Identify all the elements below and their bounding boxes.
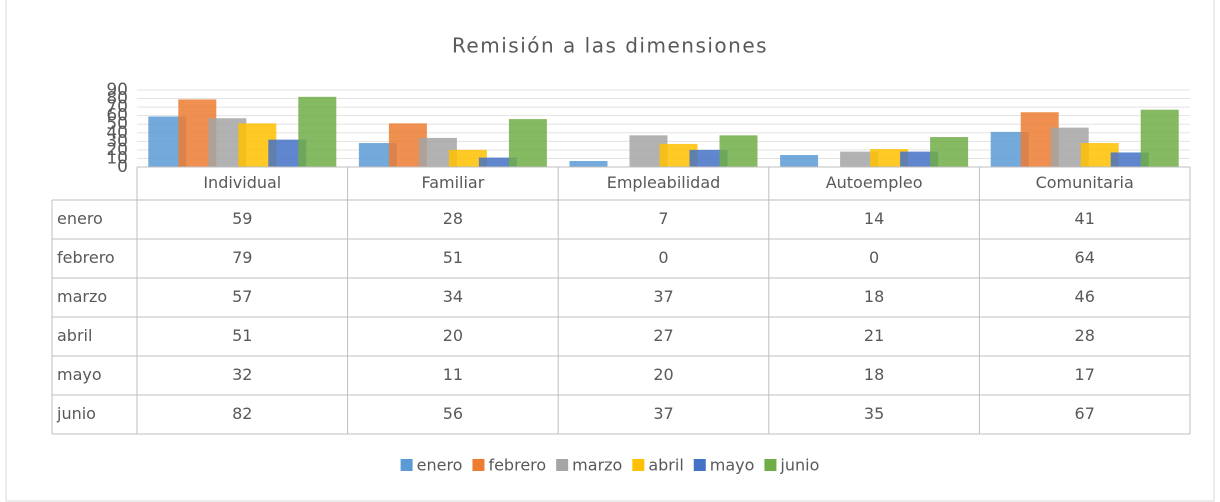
table-cell: 21 (864, 326, 884, 345)
legend-label: marzo (572, 456, 622, 475)
bar (689, 149, 728, 167)
table-cell: 56 (443, 404, 463, 423)
y-tick-label: 70 (106, 97, 128, 117)
table-cell: 64 (1075, 248, 1095, 267)
y-tick-label: 50 (106, 114, 128, 134)
table-cell: 41 (1075, 209, 1095, 228)
y-tick-label: 0 (117, 157, 128, 177)
legend-swatch (693, 459, 706, 471)
y-tick-label: 10 (106, 148, 128, 168)
y-tick-label: 30 (106, 131, 128, 151)
bar (659, 143, 698, 167)
bar (448, 149, 487, 167)
table-row-label: febrero (57, 248, 115, 267)
y-tick-label: 80 (106, 89, 128, 109)
legend-swatch (400, 459, 413, 471)
table-cell: 67 (1075, 404, 1095, 423)
y-tick-label: 20 (106, 140, 128, 160)
legend-label: enero (417, 456, 463, 475)
bar (780, 155, 819, 167)
bar (508, 119, 547, 167)
table-cell: 51 (232, 326, 252, 345)
bar (1140, 109, 1179, 167)
table-cell: 27 (653, 326, 673, 345)
bar (840, 151, 879, 167)
legend-swatch (472, 459, 485, 471)
legend-swatch (632, 459, 645, 471)
bar (719, 135, 758, 167)
table-cell: 34 (443, 287, 463, 306)
table-cell: 11 (443, 365, 463, 384)
table-cell: 51 (443, 248, 463, 267)
x-tick-label: Empleabilidad (607, 173, 721, 192)
legend-label: abril (648, 456, 683, 475)
x-tick-label: Autoempleo (826, 173, 923, 192)
bar (569, 161, 608, 167)
table-cell: 82 (232, 404, 252, 423)
legend-swatch (556, 459, 569, 471)
table-row-label: mayo (57, 365, 102, 384)
table-cell: 79 (232, 248, 252, 267)
legend-label: junio (779, 456, 819, 475)
table-cell: 0 (869, 248, 879, 267)
table-row-label: enero (57, 209, 103, 228)
table-cell: 18 (864, 287, 884, 306)
table-cell: 37 (653, 404, 673, 423)
chart-title: Remisión a las dimensiones (452, 34, 768, 58)
table-cell: 46 (1075, 287, 1095, 306)
table-row-label: junio (56, 404, 96, 423)
legend: enero febrero marzo abril mayo junio (400, 456, 819, 475)
bar (478, 157, 517, 167)
table-cell: 37 (653, 287, 673, 306)
legend-swatch (764, 459, 777, 471)
table-cell: 17 (1075, 365, 1095, 384)
bar (358, 143, 397, 167)
table-cell: 59 (232, 209, 252, 228)
chart-border (5, 0, 1215, 502)
x-tick-label: Individual (203, 173, 281, 192)
table-cell: 32 (232, 365, 252, 384)
table-cell: 28 (443, 209, 463, 228)
bar (870, 149, 909, 167)
legend-label: mayo (710, 456, 755, 475)
table-cell: 0 (658, 248, 668, 267)
x-tick-label: Familiar (421, 173, 484, 192)
x-tick-label: Comunitaria (1036, 173, 1134, 192)
bar (900, 151, 939, 167)
bar (1110, 152, 1149, 167)
table-cell: 14 (864, 209, 884, 228)
table-cell: 18 (864, 365, 884, 384)
y-tick-label: 60 (106, 106, 128, 126)
table-cell: 28 (1075, 326, 1095, 345)
legend-label: febrero (488, 456, 546, 475)
y-tick-label: 40 (106, 123, 128, 143)
table-row-label: marzo (57, 287, 107, 306)
table-cell: 20 (653, 365, 673, 384)
bar (298, 96, 337, 167)
table-cell: 20 (443, 326, 463, 345)
table-cell: 35 (864, 404, 884, 423)
table-row-label: abril (57, 326, 92, 345)
table-cell: 7 (658, 209, 668, 228)
table-cell: 57 (232, 287, 252, 306)
bar (930, 137, 969, 167)
bar (1080, 143, 1119, 167)
y-tick-label: 90 (106, 80, 128, 100)
